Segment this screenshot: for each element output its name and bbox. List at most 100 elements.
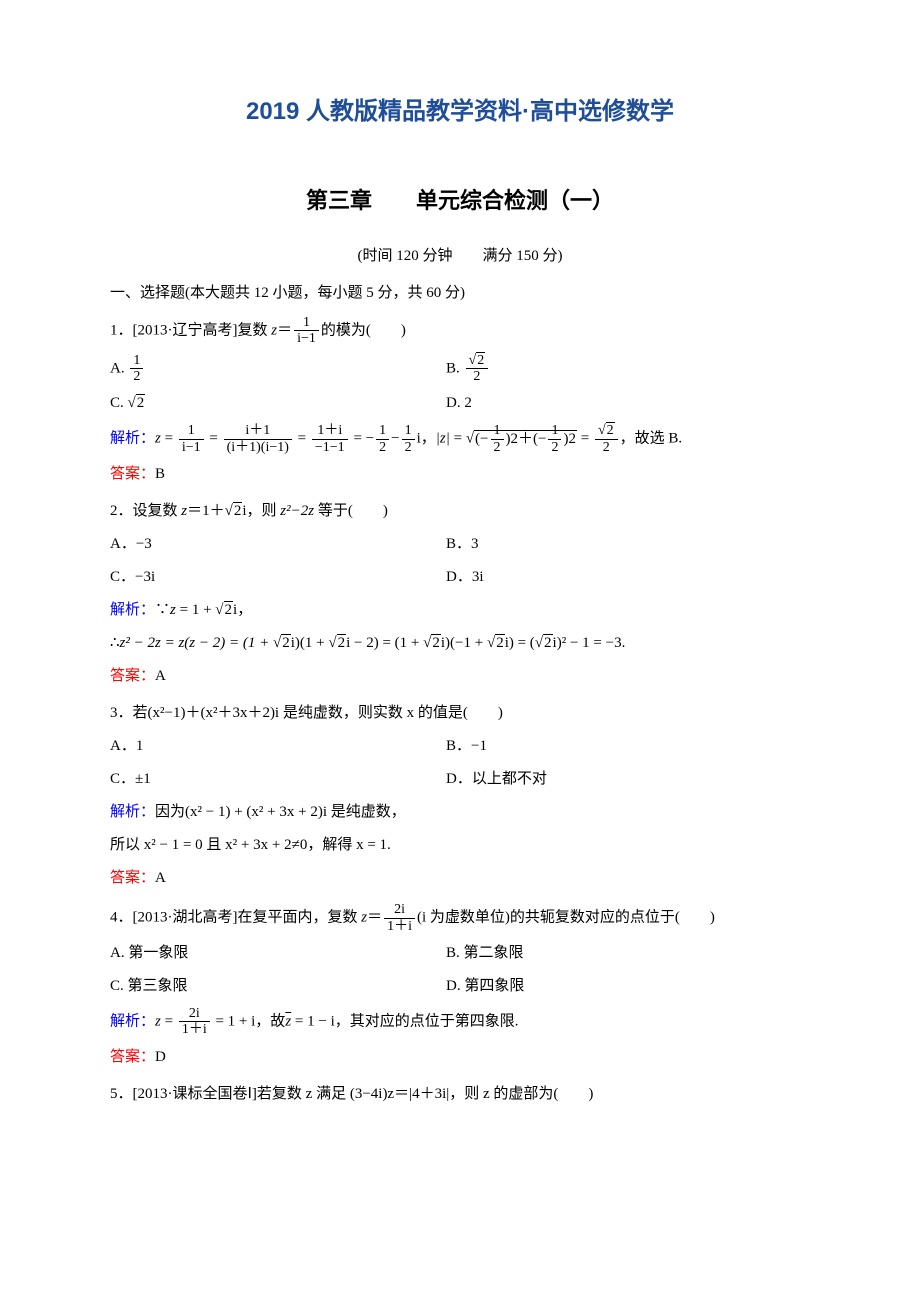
q2-a1sqrt: 2 bbox=[224, 601, 234, 618]
minus: − bbox=[391, 431, 399, 447]
q1-optC: C. √2 bbox=[110, 390, 446, 417]
q2-a1: ∵ bbox=[155, 602, 170, 618]
q2-i: i，则 bbox=[242, 503, 280, 519]
frac-num: 2i bbox=[384, 902, 415, 918]
answer-label: 答案： bbox=[110, 1049, 155, 1065]
sf1: 12 bbox=[491, 423, 504, 455]
q1-a-f3: 1＋i−1−1 bbox=[312, 423, 348, 455]
q4-optD: D. 第四象限 bbox=[446, 973, 810, 1000]
q3-answer-val: A bbox=[155, 870, 166, 886]
frac-num: 1 bbox=[179, 423, 204, 439]
q3-answer: 答案：A bbox=[110, 865, 810, 892]
q1-optB-den: 2 bbox=[466, 369, 489, 384]
q2-a1i: i， bbox=[233, 602, 252, 618]
q4-prefix: 4．[2013·湖北高考]在复平面内，复数 bbox=[110, 909, 361, 925]
q1-frac-num: 1 bbox=[294, 315, 319, 331]
q1-eq: ＝ bbox=[277, 322, 292, 338]
frac-den: 2 bbox=[402, 440, 415, 455]
eq: = − bbox=[350, 431, 374, 447]
question-5: 5．[2013·课标全国卷Ⅰ]若复数 z 满足 (3−4i)z＝|4＋3i|，则… bbox=[110, 1081, 810, 1108]
sqrt: 2 bbox=[606, 422, 615, 438]
q3-a1: 因为(x² − 1) + (x² + 3x + 2)i 是纯虚数， bbox=[155, 804, 406, 820]
q2-suffix: 等于( ) bbox=[314, 503, 388, 519]
q1-optB-num: √2 bbox=[466, 353, 489, 369]
q2-answer: 答案：A bbox=[110, 663, 810, 690]
q2-analysis-2: ∴z² − 2z = z(z − 2) = (1 + √2i)(1 + √2i … bbox=[110, 630, 810, 657]
q1-a-eq0: = bbox=[161, 431, 177, 447]
q1-optC-prefix: C. bbox=[110, 395, 128, 411]
q2-answer-val: A bbox=[155, 668, 166, 684]
q2-sqrt: 2 bbox=[233, 502, 243, 519]
q1-stem: 1．[2013·辽宁高考]复数 z＝1i−1的模为( ) bbox=[110, 315, 810, 347]
q2-a2expr: z² − 2z = z(z − 2) = (1 + bbox=[120, 635, 273, 651]
analysis-label: 解析： bbox=[110, 804, 155, 820]
q2-optB: B．3 bbox=[446, 531, 810, 558]
q4-optA: A. 第一象限 bbox=[110, 940, 446, 967]
q1-frac: 1i−1 bbox=[294, 315, 319, 347]
p4: i)(−1 + bbox=[441, 635, 487, 651]
p5: i) = ( bbox=[505, 635, 535, 651]
q2-optD: D．3i bbox=[446, 564, 810, 591]
q4-answer-val: D bbox=[155, 1049, 166, 1065]
q2-prefix: 2．设复数 bbox=[110, 503, 181, 519]
time-score: (时间 120 分钟 满分 150 分) bbox=[110, 243, 810, 270]
q1-optB-sqrt: 2 bbox=[476, 352, 485, 368]
frac-num: 1 bbox=[376, 423, 389, 439]
frac-num: 1 bbox=[491, 423, 504, 439]
chapter-title: 第三章 单元综合检测（一） bbox=[110, 181, 810, 221]
q2-expr: z²−2z bbox=[280, 503, 314, 519]
q4-a-frac: 2i1＋i bbox=[179, 1006, 210, 1038]
frac-num: 1＋i bbox=[312, 423, 348, 439]
frac-num: 2i bbox=[179, 1006, 210, 1022]
analysis-label: 解析： bbox=[110, 602, 155, 618]
q4-a-eq: = bbox=[161, 1013, 177, 1029]
q1-a-f5: 12 bbox=[402, 423, 415, 455]
q1-options-row2: C. √2 D. 2 bbox=[110, 390, 810, 417]
frac-den: 2 bbox=[548, 440, 561, 455]
q2-a1eq: = 1 + bbox=[176, 602, 215, 618]
frac-num: 1 bbox=[402, 423, 415, 439]
question-3: 3．若(x²−1)＋(x²＋3x＋2)i 是纯虚数，则实数 x 的值是( ) A… bbox=[110, 700, 810, 892]
frac-den: 2 bbox=[491, 440, 504, 455]
section-header: 一、选择题(本大题共 12 小题，每小题 5 分，共 60 分) bbox=[110, 280, 810, 307]
answer-label: 答案： bbox=[110, 870, 155, 886]
q1-optB: B. √22 bbox=[446, 353, 810, 385]
analysis-label: 解析： bbox=[110, 1013, 155, 1029]
q4-optB: B. 第二象限 bbox=[446, 940, 810, 967]
tail: ，故选 B. bbox=[620, 431, 683, 447]
q2-eq: ＝1＋ bbox=[187, 503, 225, 519]
p2: i)(1 + bbox=[291, 635, 329, 651]
q1-a-f2: i＋1(i＋1)(i−1) bbox=[224, 423, 292, 455]
s1: 2 bbox=[281, 634, 291, 651]
q3-analysis-2: 所以 x² − 1 = 0 且 x² + 3x + 2≠0，解得 x = 1. bbox=[110, 832, 810, 859]
q2-optA: A．−3 bbox=[110, 531, 446, 558]
q1-answer: 答案：B bbox=[110, 461, 810, 488]
mod: |z| bbox=[436, 431, 450, 447]
frac-den: 1＋i bbox=[179, 1022, 210, 1037]
q2-options-row1: A．−3 B．3 bbox=[110, 531, 810, 558]
answer-label: 答案： bbox=[110, 466, 155, 482]
q1-optC-sqrt: 2 bbox=[136, 394, 146, 411]
q1-optA-num: 1 bbox=[130, 353, 143, 369]
q3-optB: B．−1 bbox=[446, 733, 810, 760]
q4-analysis: 解析：z = 2i1＋i = 1 + i，故z = 1 − i，其对应的点位于第… bbox=[110, 1006, 810, 1038]
s2: 2 bbox=[337, 634, 347, 651]
q1-a-res: √22 bbox=[595, 423, 618, 455]
q4-frac: 2i1＋i bbox=[384, 902, 415, 934]
q3-analysis: 解析：因为(x² − 1) + (x² + 3x + 2)i 是纯虚数， bbox=[110, 799, 810, 826]
q4-a-p3: = 1 − i，其对应的点位于第四象限. bbox=[291, 1013, 518, 1029]
s3: 2 bbox=[431, 634, 441, 651]
q1-optB-prefix: B. bbox=[446, 360, 464, 376]
frac-den: 1＋i bbox=[384, 919, 415, 934]
frac-den: i−1 bbox=[179, 440, 204, 455]
eq: = bbox=[294, 431, 310, 447]
q2-stem: 2．设复数 z＝1＋√2i，则 z²−2z 等于( ) bbox=[110, 498, 810, 525]
question-4: 4．[2013·湖北高考]在复平面内，复数 z＝2i1＋i(i 为虚数单位)的共… bbox=[110, 902, 810, 1071]
q1-frac-den: i−1 bbox=[294, 331, 319, 346]
q3-optA: A．1 bbox=[110, 733, 446, 760]
i: i， bbox=[417, 431, 436, 447]
q3-optD: D．以上都不对 bbox=[446, 766, 810, 793]
question-2: 2．设复数 z＝1＋√2i，则 z²−2z 等于( ) A．−3 B．3 C．−… bbox=[110, 498, 810, 690]
q2-optC: C．−3i bbox=[110, 564, 446, 591]
q3-stem: 3．若(x²−1)＋(x²＋3x＋2)i 是纯虚数，则实数 x 的值是( ) bbox=[110, 700, 810, 727]
